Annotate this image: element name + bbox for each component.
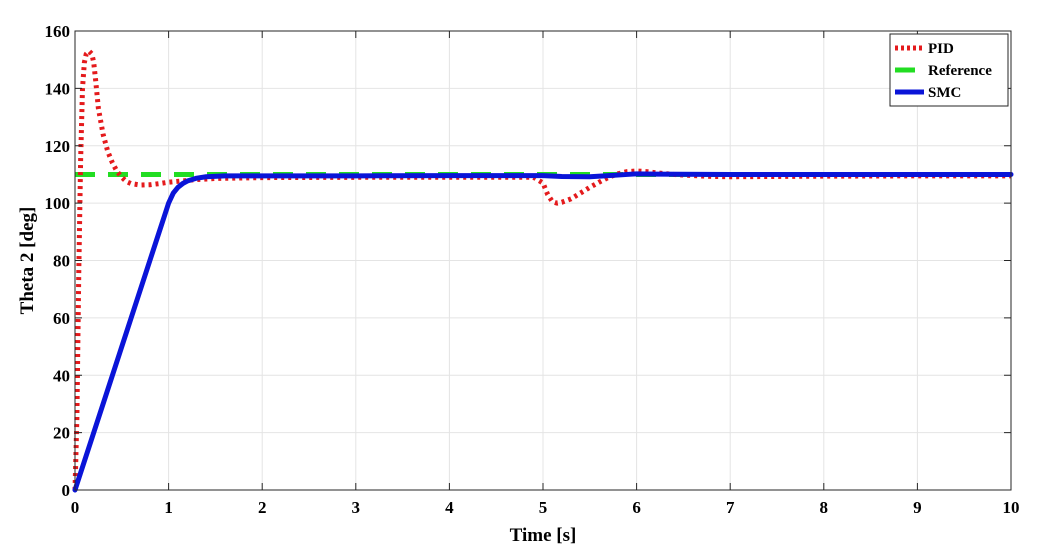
x-tick-label: 2 xyxy=(258,498,267,517)
legend-label-reference: Reference xyxy=(928,63,992,79)
x-tick-label: 0 xyxy=(71,498,80,517)
y-tick-label: 120 xyxy=(45,137,71,156)
x-tick-label: 3 xyxy=(352,498,361,517)
x-tick-label: 10 xyxy=(1003,498,1020,517)
y-axis-title: Theta 2 [deg] xyxy=(17,207,38,315)
legend-label-smc: SMC xyxy=(928,85,961,101)
axis-ticks xyxy=(74,30,1012,491)
x-axis-title: Time [s] xyxy=(510,525,577,546)
legend-label-pid: PID xyxy=(928,41,954,57)
y-tick-label: 100 xyxy=(45,194,71,213)
x-tick-label: 6 xyxy=(632,498,641,517)
y-tick-label: 20 xyxy=(53,424,70,443)
y-tick-label: 0 xyxy=(62,481,71,500)
x-tick-label: 5 xyxy=(539,498,548,517)
y-tick-label: 140 xyxy=(45,79,71,98)
y-tick-label: 40 xyxy=(53,366,70,385)
legend-items: PID Reference SMC xyxy=(895,41,992,101)
x-tick-label: 9 xyxy=(913,498,922,517)
y-tick-label: 160 xyxy=(45,22,71,41)
legend: PID Reference SMC xyxy=(889,33,1009,107)
x-tick-label: 1 xyxy=(164,498,173,517)
x-tick-label: 8 xyxy=(820,498,829,517)
x-tick-label: 7 xyxy=(726,498,735,517)
series-line-smc xyxy=(72,171,1014,493)
y-tick-label: 80 xyxy=(53,252,70,271)
y-tick-label: 60 xyxy=(53,309,70,328)
series-group xyxy=(72,48,1014,493)
x-tick-label: 4 xyxy=(445,498,454,517)
